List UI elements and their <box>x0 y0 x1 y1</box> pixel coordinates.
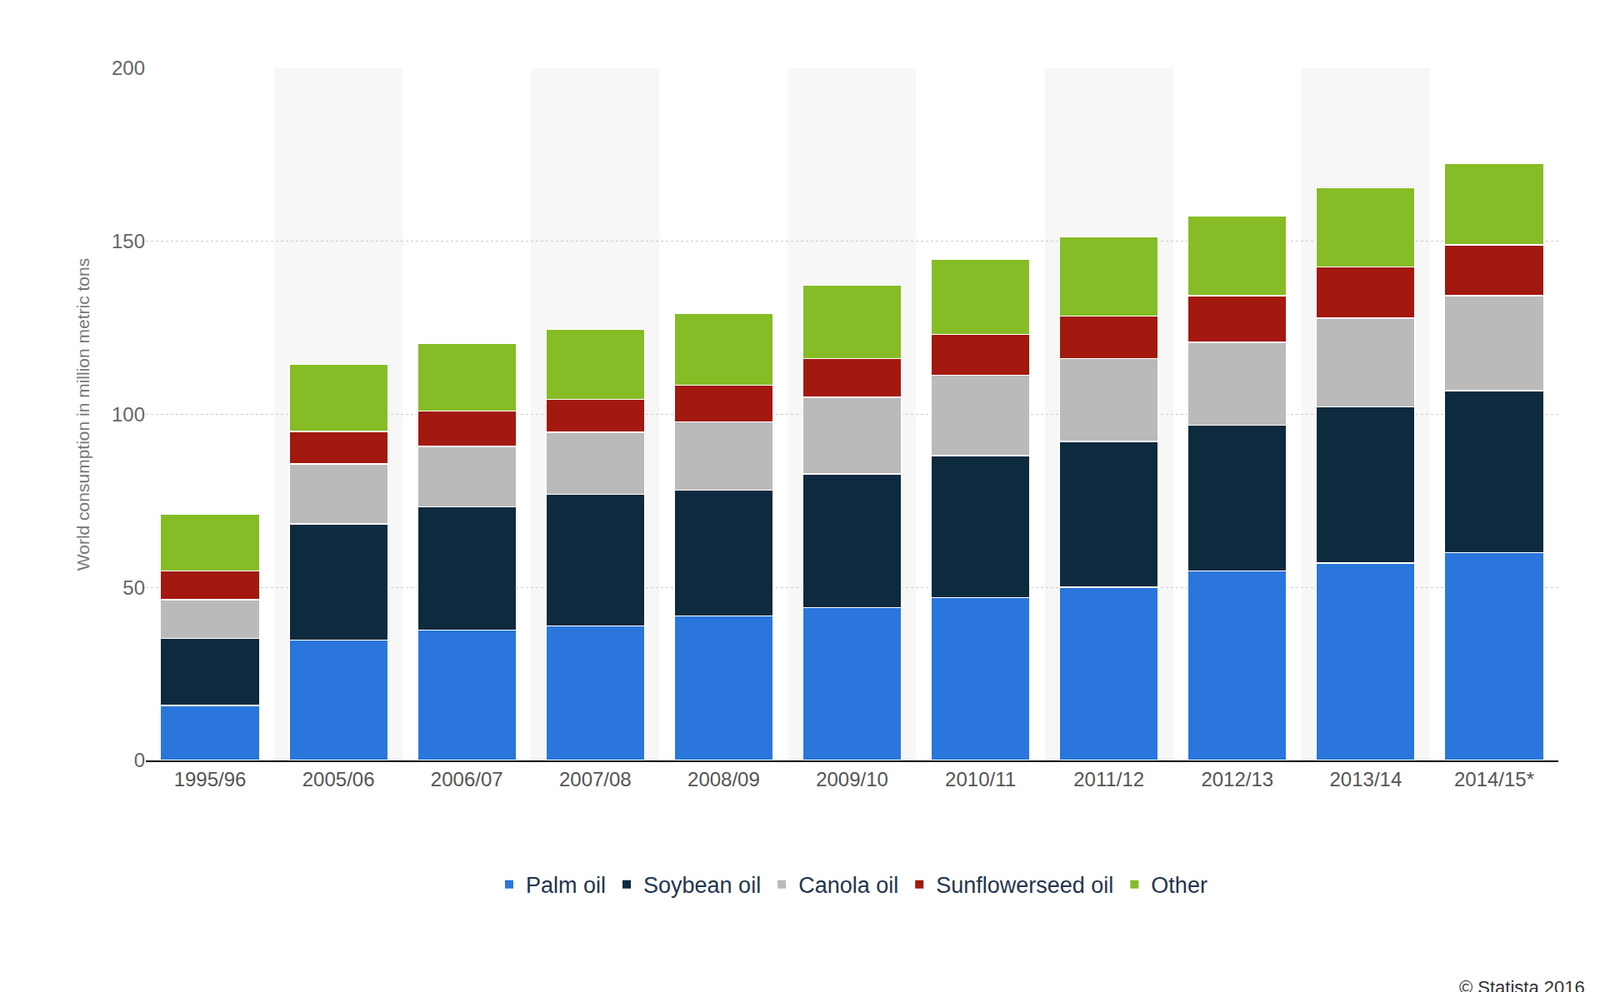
svg-text:2007/08: 2007/08 <box>559 768 632 791</box>
svg-text:0: 0 <box>134 749 145 772</box>
svg-text:Sunflowerseed oil: Sunflowerseed oil <box>935 873 1114 899</box>
svg-text:© Statista 2016: © Statista 2016 <box>1459 977 1585 992</box>
svg-text:2010/11: 2010/11 <box>945 768 1016 791</box>
svg-text:Soybean oil: Soybean oil <box>643 873 761 899</box>
svg-text:2005/06: 2005/06 <box>302 768 375 791</box>
svg-text:Palm oil: Palm oil <box>525 873 606 899</box>
svg-text:50: 50 <box>122 576 145 600</box>
svg-text:100: 100 <box>111 403 145 426</box>
svg-text:2014/15*: 2014/15* <box>1454 768 1535 791</box>
svg-text:2008/09: 2008/09 <box>687 768 760 791</box>
svg-text:2013/14: 2013/14 <box>1329 768 1402 791</box>
svg-text:150: 150 <box>111 230 145 253</box>
svg-text:2011/12: 2011/12 <box>1073 768 1145 791</box>
svg-text:Other: Other <box>1150 873 1208 899</box>
svg-text:Canola oil: Canola oil <box>798 873 899 899</box>
svg-text:2006/07: 2006/07 <box>430 768 504 791</box>
svg-text:2009/10: 2009/10 <box>815 768 889 791</box>
svg-text:1995/96: 1995/96 <box>174 768 247 791</box>
svg-text:200: 200 <box>111 56 145 80</box>
svg-text:2012/13: 2012/13 <box>1200 768 1274 791</box>
svg-text:World consumption in million m: World consumption in million metric tons <box>73 258 93 571</box>
